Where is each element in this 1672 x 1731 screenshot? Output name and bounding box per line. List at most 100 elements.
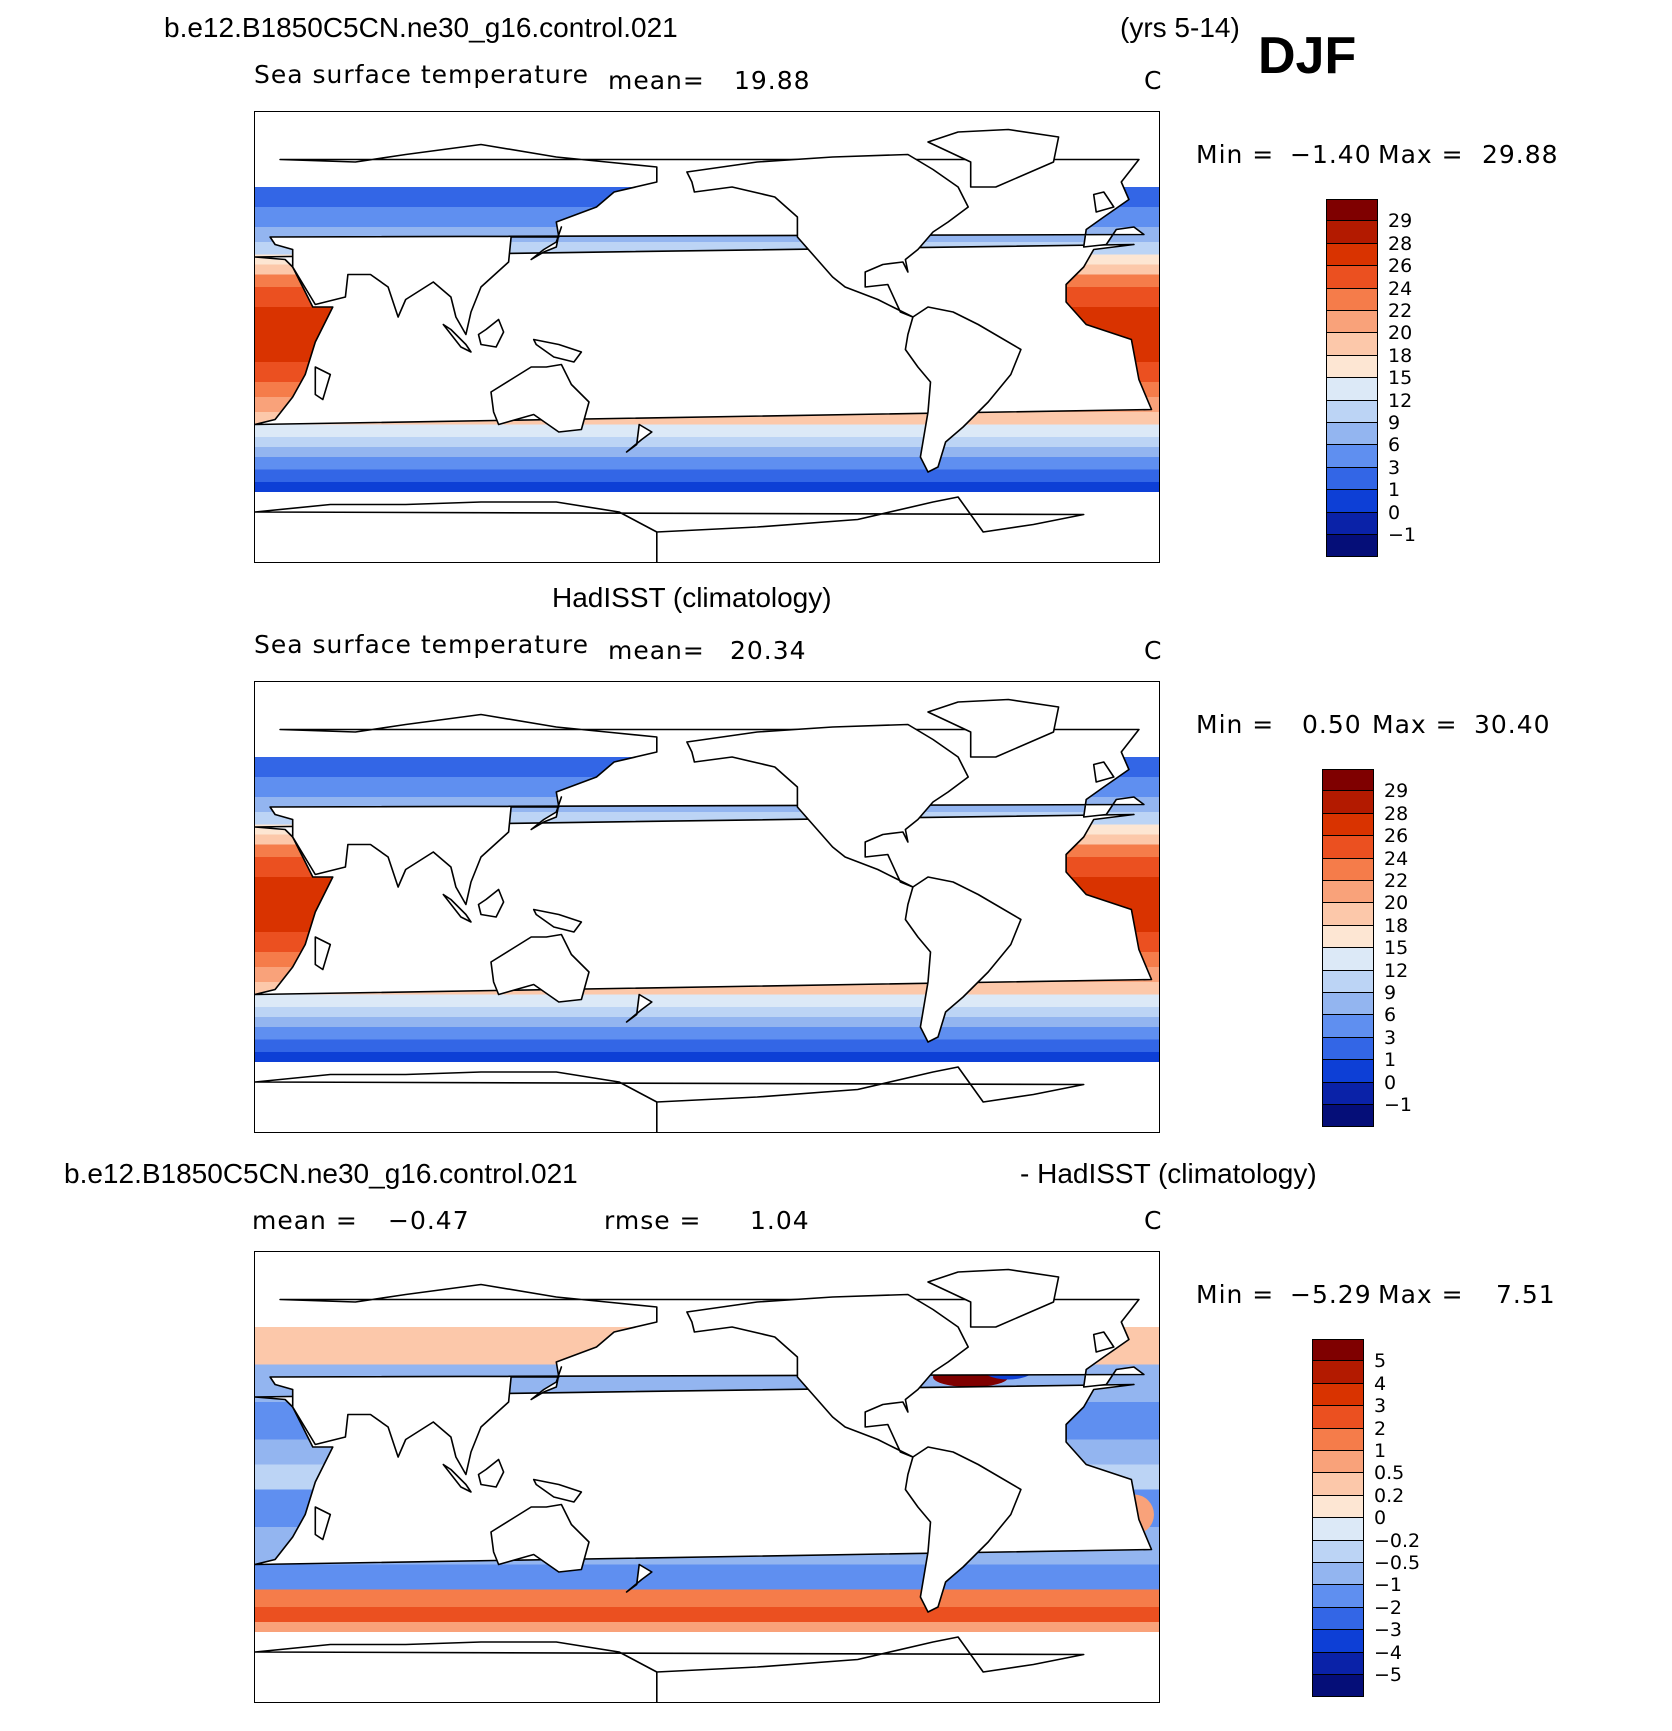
landmass-sumatra bbox=[442, 893, 472, 923]
colorbar-tick-label: 6 bbox=[1388, 434, 1401, 457]
colorbar-tick-label: −0.5 bbox=[1374, 1552, 1421, 1574]
variable-label: Sea surface temperature bbox=[254, 60, 589, 89]
colorbar-swatch bbox=[1312, 1652, 1364, 1675]
colorbar-tick-label: 9 bbox=[1384, 982, 1397, 1004]
colorbar-tick-label: 26 bbox=[1384, 825, 1409, 848]
landmass-sumatra bbox=[442, 323, 472, 353]
sst-band bbox=[255, 447, 1159, 457]
colorbar-swatch bbox=[1326, 333, 1378, 356]
sst-band bbox=[255, 1017, 1159, 1027]
variable-label: Sea surface temperature bbox=[254, 630, 589, 659]
colorbar-tick-label: 22 bbox=[1384, 870, 1409, 892]
colorbar-tick-label: 0 bbox=[1388, 501, 1401, 524]
colorbar-tick-label: 20 bbox=[1388, 322, 1413, 345]
colorbar-swatch bbox=[1312, 1540, 1364, 1563]
landmass-namerica bbox=[686, 1293, 970, 1458]
sst-band bbox=[255, 1589, 1159, 1607]
sst-band bbox=[255, 1007, 1159, 1017]
sst-band bbox=[255, 424, 1159, 437]
colorbar-tick-label: −1 bbox=[1384, 1094, 1413, 1116]
colorbar-tick-label: −3 bbox=[1374, 1619, 1403, 1642]
sst-band bbox=[255, 469, 1159, 482]
colorbar-tick-label: 28 bbox=[1388, 232, 1413, 255]
sst-band bbox=[255, 457, 1159, 470]
colorbar-frame bbox=[1326, 199, 1378, 558]
colorbar-tick-label: −1 bbox=[1388, 524, 1417, 546]
colorbar-swatch bbox=[1326, 221, 1378, 244]
colorbar-frame bbox=[1322, 769, 1374, 1128]
colorbar-swatch bbox=[1326, 512, 1378, 535]
landmass-uk bbox=[1092, 191, 1115, 213]
colorbar-swatch bbox=[1326, 445, 1378, 468]
landmass-uk bbox=[1092, 1331, 1115, 1353]
colorbar-tick-label: 1 bbox=[1374, 1440, 1387, 1462]
sst-map-obs bbox=[254, 681, 1160, 1133]
colorbar-swatch bbox=[1326, 423, 1378, 446]
min-label: Min = bbox=[1196, 1280, 1275, 1309]
sst-band bbox=[255, 1622, 1159, 1632]
colorbar-swatch bbox=[1326, 311, 1378, 334]
colorbar-swatch bbox=[1312, 1607, 1364, 1631]
colorbar-swatch bbox=[1322, 1082, 1374, 1105]
rmse-label: rmse = bbox=[604, 1206, 702, 1235]
colorbar-swatch bbox=[1322, 1015, 1374, 1038]
colorbar-tick-label: 5 bbox=[1374, 1350, 1387, 1373]
colorbar-swatch bbox=[1326, 490, 1378, 513]
colorbar-swatch bbox=[1326, 243, 1378, 267]
colorbar-swatch bbox=[1322, 903, 1374, 926]
colorbar-tick-label: 18 bbox=[1384, 914, 1409, 937]
landmass-uk bbox=[1092, 761, 1115, 783]
colorbar-swatch bbox=[1322, 813, 1374, 837]
landmass-newguinea bbox=[532, 1478, 583, 1503]
years-label: (yrs 5-14) bbox=[1120, 12, 1240, 43]
colorbar-swatch bbox=[1322, 791, 1374, 814]
landmass-newguinea bbox=[532, 338, 583, 363]
colorbar-tick-label: 20 bbox=[1384, 892, 1409, 915]
colorbar-swatch bbox=[1322, 948, 1374, 971]
max-label: Max = bbox=[1378, 140, 1464, 169]
landmass-madagascar bbox=[314, 366, 332, 401]
colorbar-swatch bbox=[1326, 355, 1378, 379]
colorbar-tick-label: 0.2 bbox=[1374, 1484, 1405, 1507]
landmass-japan bbox=[530, 226, 563, 261]
landmass-samerica bbox=[904, 306, 1022, 473]
colorbar-tick-label: 1 bbox=[1388, 479, 1401, 502]
colorbar-swatch bbox=[1312, 1383, 1364, 1407]
diff-title-left: b.e12.B1850C5CN.ne30_g16.control.021 bbox=[64, 1158, 578, 1189]
landmass-samerica bbox=[904, 876, 1022, 1043]
landmass-madagascar bbox=[314, 1506, 332, 1541]
colorbar-swatch bbox=[1326, 378, 1378, 401]
landmass-borneo bbox=[477, 318, 505, 348]
sst-band bbox=[255, 1027, 1159, 1040]
colorbar-tick-label: −1 bbox=[1374, 1574, 1403, 1597]
colorbar-swatch bbox=[1326, 288, 1378, 311]
colorbar-swatch bbox=[1322, 993, 1374, 1016]
colorbar-swatch bbox=[1322, 1060, 1374, 1083]
colorbar-tick-label: 3 bbox=[1388, 456, 1401, 479]
colorbar-swatch bbox=[1322, 970, 1374, 993]
landmass-antarctica bbox=[255, 1066, 1085, 1132]
landmass-australia bbox=[490, 363, 590, 433]
colorbar-tick-label: 18 bbox=[1388, 344, 1413, 367]
colorbar-tick-label: 29 bbox=[1388, 210, 1413, 233]
colorbar-tick-label: 28 bbox=[1384, 802, 1409, 825]
landmass-australia bbox=[490, 933, 590, 1003]
units-label: C bbox=[1144, 1206, 1163, 1235]
sst-band bbox=[255, 482, 1159, 492]
sst-band bbox=[255, 1564, 1159, 1590]
colorbar-swatch bbox=[1312, 1428, 1364, 1451]
units-label: C bbox=[1144, 636, 1163, 665]
colorbar-swatch bbox=[1322, 1037, 1374, 1061]
max-value: 7.51 bbox=[1496, 1280, 1556, 1309]
rmse-value: 1.04 bbox=[750, 1206, 810, 1235]
colorbar-tick-label: 15 bbox=[1388, 367, 1413, 390]
season-label: DJF bbox=[1258, 27, 1357, 85]
sst-map-diff bbox=[254, 1251, 1160, 1703]
max-label: Max = bbox=[1378, 1280, 1464, 1309]
landmass-samerica bbox=[904, 1446, 1022, 1613]
colorbar-tick-label: 29 bbox=[1384, 780, 1409, 803]
landmass-nz bbox=[625, 423, 653, 453]
landmass-japan bbox=[530, 796, 563, 831]
colorbar-swatch bbox=[1312, 1339, 1364, 1362]
sst-band bbox=[255, 994, 1159, 1007]
